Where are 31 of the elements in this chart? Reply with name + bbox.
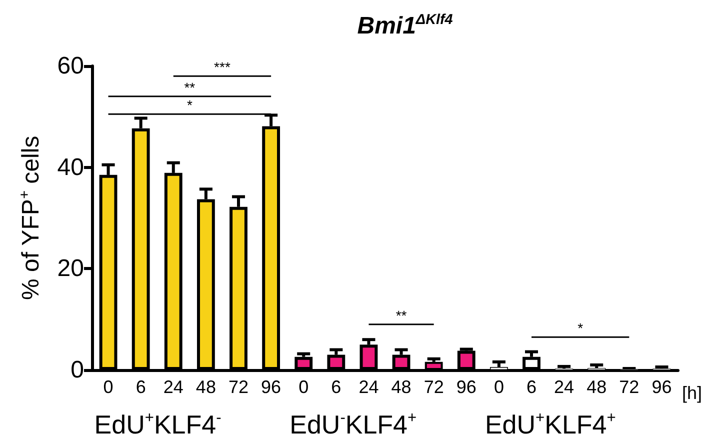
- x-tick-label: 96: [652, 377, 672, 397]
- text: EdU-KLF4+: [290, 410, 417, 440]
- annotation: **: [396, 307, 408, 324]
- x-tick-label: 24: [554, 377, 574, 397]
- x-tick-label: 6: [331, 377, 342, 397]
- x-tick-label: 96: [261, 377, 282, 397]
- text: EdU+KLF4+: [484, 410, 616, 440]
- y-tick-label: 60: [57, 52, 84, 80]
- x-tick-label: 72: [424, 377, 444, 397]
- x-tick-label: 24: [163, 377, 184, 397]
- x-axis-title: [h]: [682, 383, 702, 403]
- x-tick-label: 6: [526, 377, 537, 397]
- x-tick-label: 6: [136, 377, 146, 397]
- x-tick-label: 0: [494, 377, 504, 397]
- x-tick-label: 48: [196, 377, 216, 397]
- x-tick-label: 96: [456, 377, 476, 397]
- x-tick-label: 48: [391, 377, 412, 397]
- annotation: **: [184, 79, 196, 96]
- x-tick-label: 24: [358, 377, 379, 397]
- x-tick-label: 72: [619, 377, 640, 397]
- x-tick-label: 48: [586, 377, 607, 397]
- annotation: ***: [214, 59, 231, 76]
- y-tick-label: 40: [57, 154, 84, 181]
- annotation: *: [578, 320, 584, 336]
- y-axis-title: % of YFP+ cells: [17, 136, 44, 300]
- annotation: *: [186, 97, 193, 114]
- text: EdU+KLF4-: [94, 410, 222, 440]
- x-tick-label: 72: [228, 377, 249, 397]
- x-tick-label: 0: [298, 377, 309, 397]
- x-tick-label: 0: [103, 377, 114, 397]
- y-tick-label: 20: [57, 255, 84, 282]
